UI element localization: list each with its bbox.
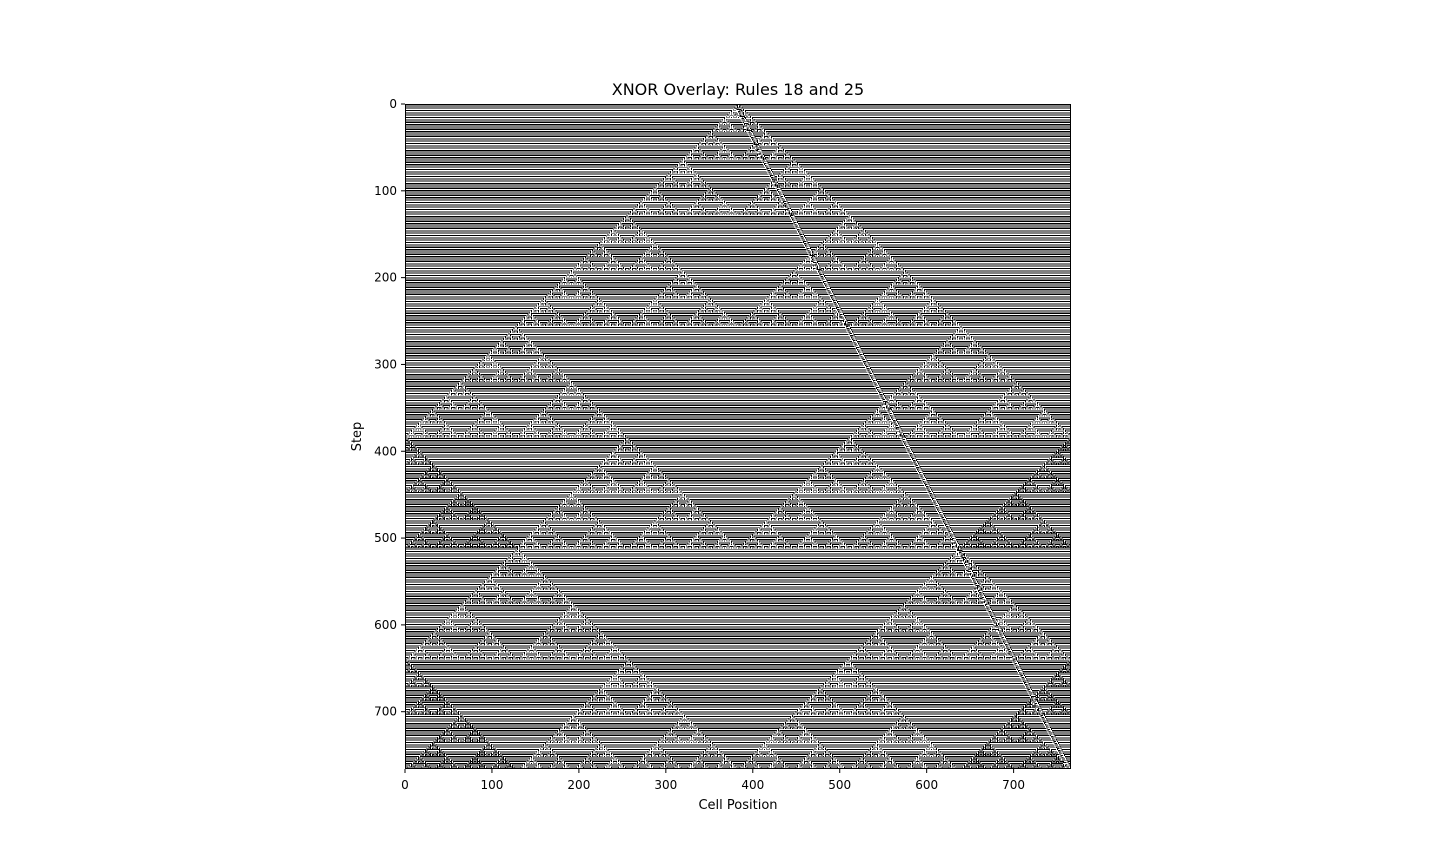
y-axis-label: Step: [350, 422, 365, 452]
heatmap-image: [405, 104, 1071, 769]
chart-title: XNOR Overlay: Rules 18 and 25: [612, 80, 864, 99]
x-tick-label: 600: [915, 778, 938, 792]
x-tick-label: 700: [1002, 778, 1025, 792]
y-tick-label: 600: [374, 618, 397, 632]
x-tick-label: 100: [480, 778, 503, 792]
y-tick-label: 0: [389, 97, 397, 111]
y-tick-label: 700: [374, 705, 397, 719]
x-axis-label: Cell Position: [698, 798, 777, 813]
x-tick-label: 400: [741, 778, 764, 792]
y-tick-label: 400: [374, 444, 397, 458]
x-tick-label: 200: [567, 778, 590, 792]
plot-frame: [405, 104, 1071, 769]
y-tick-label: 300: [374, 357, 397, 371]
x-tick-label: 300: [654, 778, 677, 792]
x-tick-label: 0: [401, 778, 409, 792]
y-tick-label: 200: [374, 271, 397, 285]
y-tick-label: 100: [374, 184, 397, 198]
y-tick-label: 500: [374, 531, 397, 545]
x-tick-label: 500: [828, 778, 851, 792]
